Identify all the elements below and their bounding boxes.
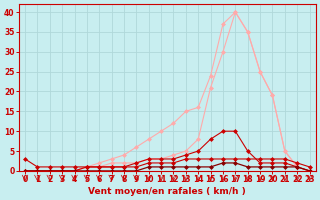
X-axis label: Vent moyen/en rafales ( km/h ): Vent moyen/en rafales ( km/h ) [88,187,246,196]
